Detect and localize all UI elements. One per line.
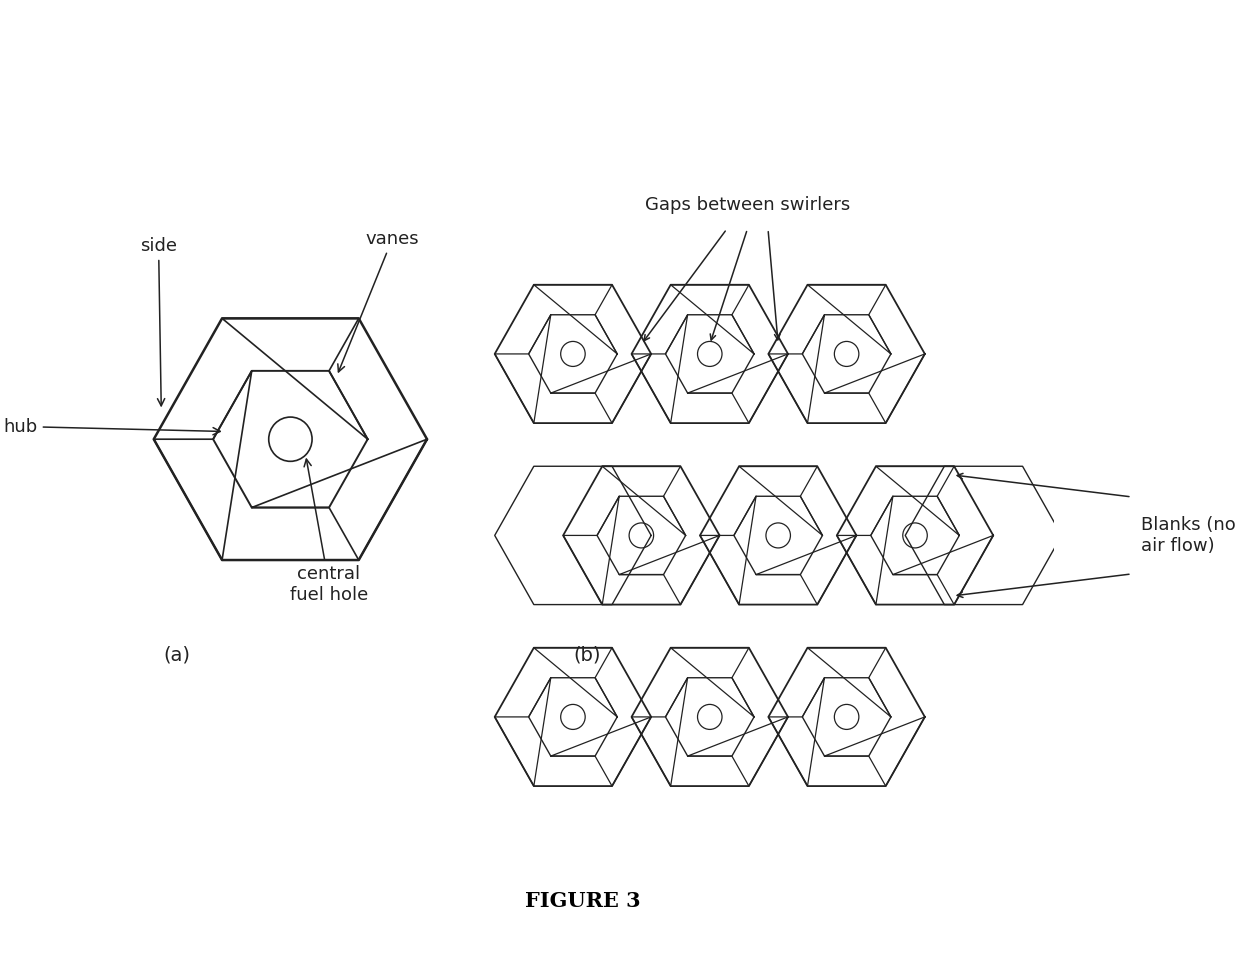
Text: vanes: vanes [338, 230, 419, 372]
Text: (a): (a) [164, 646, 191, 665]
Text: Blanks (no
air flow): Blanks (no air flow) [1141, 516, 1237, 555]
Text: (b): (b) [574, 646, 601, 665]
Text: hub: hub [4, 418, 221, 435]
Text: side: side [140, 236, 177, 406]
Text: FIGURE 3: FIGURE 3 [525, 891, 641, 911]
Text: Gaps between swirlers: Gaps between swirlers [644, 196, 850, 213]
Text: central
fuel hole: central fuel hole [290, 459, 368, 604]
